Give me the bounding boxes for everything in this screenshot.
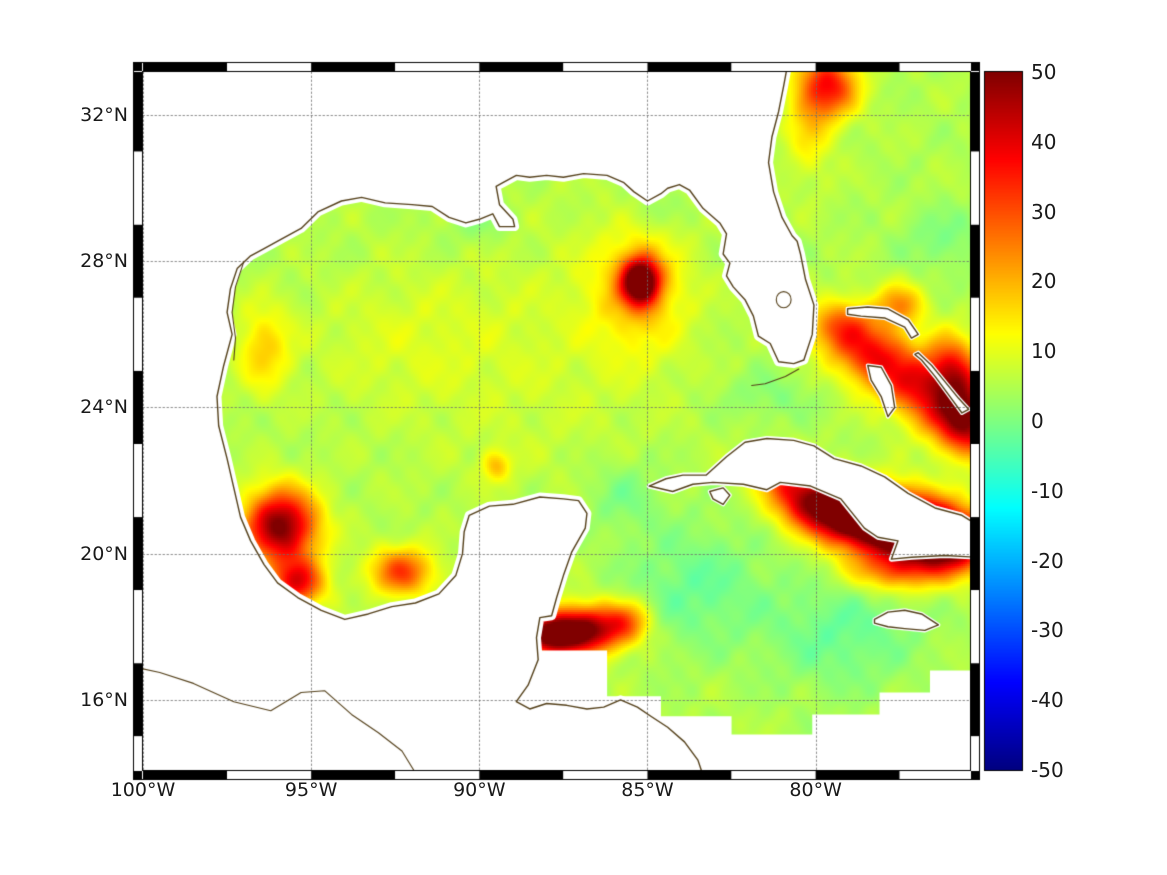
colorbar-tick-label: 50 bbox=[1031, 60, 1057, 84]
y-tick-label: 20°N bbox=[80, 542, 128, 565]
colorbar-tick-label: -10 bbox=[1031, 478, 1064, 503]
y-tick-label: 32°N bbox=[80, 104, 128, 127]
colorbar-tick-label: 10 bbox=[1031, 339, 1057, 364]
colorbar-tick-label: -20 bbox=[1031, 548, 1064, 573]
colorbar-tick-label: 40 bbox=[1031, 129, 1057, 154]
colorbar-tick-label: 30 bbox=[1031, 199, 1057, 224]
colorbar-tick-label: 20 bbox=[1031, 269, 1057, 294]
colorbar-tick-label: -30 bbox=[1031, 618, 1064, 643]
y-tick-label: 24°N bbox=[80, 396, 128, 419]
x-axis-tick-labels: 100°W 95°W 90°W 85°W 80°W bbox=[0, 779, 1167, 805]
x-tick-label: 85°W bbox=[621, 779, 674, 801]
y-tick-label: 16°N bbox=[80, 688, 128, 711]
colorbar-tick-labels: 50 40 30 20 10 0 -10 -20 -30 -40 -50 bbox=[1031, 0, 1161, 875]
x-tick-label: 90°W bbox=[453, 779, 506, 801]
colorbar-tick-label: 0 bbox=[1031, 409, 1044, 433]
colorbar-tick-label: -50 bbox=[1031, 758, 1064, 782]
y-tick-label: 28°N bbox=[80, 250, 128, 273]
x-tick-label: 95°W bbox=[284, 779, 338, 801]
x-tick-label: 100°W bbox=[110, 779, 176, 801]
x-tick-label: 80°W bbox=[789, 779, 842, 801]
y-axis-tick-labels: 32°N 28°N 24°N 20°N 16°N bbox=[0, 0, 133, 875]
colorbar-tick-label: -40 bbox=[1031, 688, 1064, 713]
